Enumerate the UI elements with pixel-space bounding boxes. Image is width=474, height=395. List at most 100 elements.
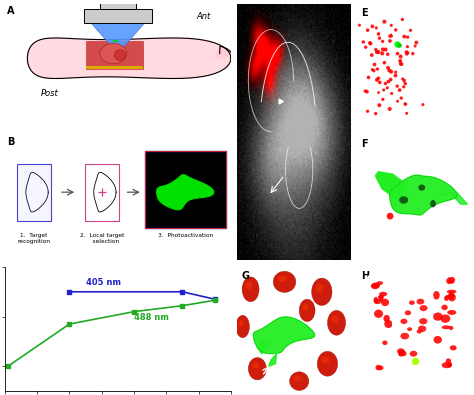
Point <box>378 50 386 56</box>
Point <box>395 42 403 48</box>
Ellipse shape <box>419 184 425 191</box>
Ellipse shape <box>447 362 452 367</box>
Point <box>397 95 405 101</box>
Text: F: F <box>361 139 367 149</box>
Point <box>396 87 403 93</box>
Polygon shape <box>215 46 233 58</box>
Ellipse shape <box>100 43 127 64</box>
Point <box>382 80 389 87</box>
Ellipse shape <box>447 290 456 293</box>
Ellipse shape <box>419 305 428 311</box>
Point <box>396 58 404 64</box>
Ellipse shape <box>374 299 382 304</box>
Polygon shape <box>269 354 277 366</box>
Point <box>364 27 372 33</box>
Bar <box>17 164 51 220</box>
Text: 3.  Photoactivation: 3. Photoactivation <box>158 233 213 238</box>
Ellipse shape <box>400 351 407 356</box>
Point <box>365 74 372 81</box>
Ellipse shape <box>317 351 337 376</box>
Point <box>400 77 408 84</box>
Ellipse shape <box>442 362 452 368</box>
Ellipse shape <box>441 305 448 310</box>
Text: E: E <box>361 8 367 18</box>
Point <box>412 40 420 46</box>
Ellipse shape <box>447 280 454 284</box>
Point <box>387 68 395 75</box>
Ellipse shape <box>316 284 324 292</box>
Ellipse shape <box>252 362 259 369</box>
Point <box>404 43 411 50</box>
Ellipse shape <box>448 277 455 283</box>
Ellipse shape <box>371 283 379 289</box>
Point <box>368 52 375 58</box>
Point <box>397 53 404 60</box>
Point <box>394 51 401 57</box>
Point <box>399 76 406 82</box>
Point <box>403 49 410 55</box>
Ellipse shape <box>378 295 384 299</box>
Bar <box>84 9 152 23</box>
Bar <box>86 66 143 70</box>
Ellipse shape <box>238 320 244 327</box>
Ellipse shape <box>382 340 388 345</box>
Point <box>381 60 388 66</box>
Ellipse shape <box>410 351 417 357</box>
Point <box>374 66 381 72</box>
Point <box>366 40 374 46</box>
Text: D: D <box>242 11 249 22</box>
Text: Post: Post <box>41 89 59 98</box>
Point <box>388 90 395 97</box>
Ellipse shape <box>446 358 451 364</box>
Ellipse shape <box>248 357 266 380</box>
Ellipse shape <box>401 319 408 324</box>
Point <box>404 34 411 40</box>
Point <box>376 79 383 86</box>
Point <box>409 51 417 57</box>
Ellipse shape <box>440 314 450 323</box>
Point <box>392 69 400 75</box>
Ellipse shape <box>374 297 378 303</box>
Point <box>385 67 393 73</box>
Point <box>384 51 392 57</box>
Text: dor: dor <box>438 272 450 281</box>
Point <box>370 68 378 74</box>
Ellipse shape <box>379 292 387 296</box>
Ellipse shape <box>387 213 393 220</box>
Point <box>364 108 372 115</box>
Point <box>363 88 371 95</box>
Point <box>407 27 414 34</box>
Point <box>397 61 405 67</box>
Point <box>384 65 392 71</box>
Ellipse shape <box>407 327 412 331</box>
Point <box>401 34 408 40</box>
Point <box>379 96 387 103</box>
Point <box>411 43 419 49</box>
Point <box>362 44 370 50</box>
Ellipse shape <box>450 345 456 350</box>
Ellipse shape <box>418 325 426 332</box>
Point <box>401 101 409 107</box>
Ellipse shape <box>278 276 287 282</box>
Point <box>375 89 383 96</box>
Text: Ant: Ant <box>197 12 211 21</box>
Ellipse shape <box>311 278 332 305</box>
Point <box>373 49 381 55</box>
Ellipse shape <box>442 325 450 329</box>
Point <box>379 46 387 53</box>
Point <box>381 19 388 25</box>
Ellipse shape <box>434 336 442 344</box>
Ellipse shape <box>448 292 454 299</box>
Ellipse shape <box>419 318 428 324</box>
Point <box>374 75 382 81</box>
Point <box>392 27 400 33</box>
Ellipse shape <box>377 365 383 370</box>
Point <box>376 35 383 41</box>
Ellipse shape <box>290 372 309 390</box>
Ellipse shape <box>445 295 454 299</box>
Point <box>386 33 394 39</box>
Point <box>375 102 383 108</box>
Text: 2.  Local target
    selection: 2. Local target selection <box>80 233 124 244</box>
Polygon shape <box>390 175 457 215</box>
Ellipse shape <box>430 200 436 207</box>
